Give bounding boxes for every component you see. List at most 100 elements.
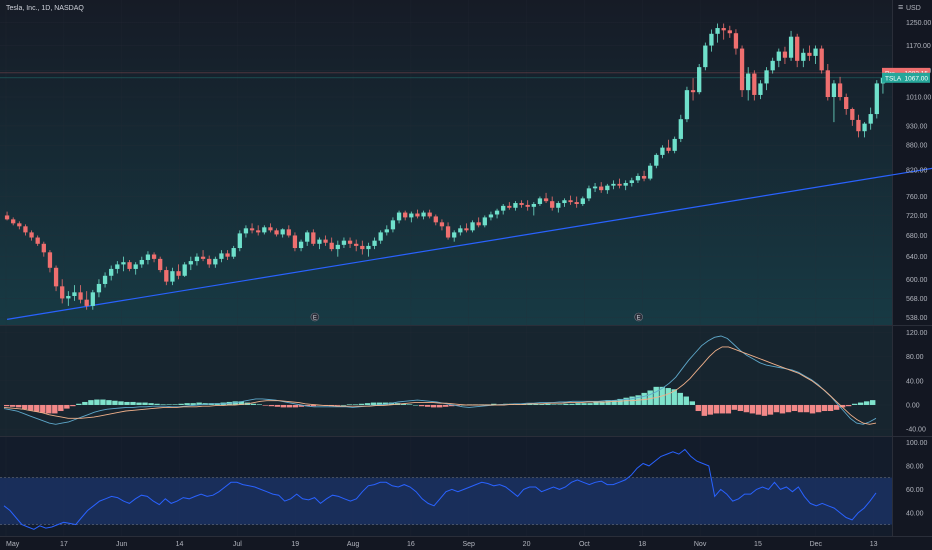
candle-body (17, 223, 22, 227)
candle-body (666, 147, 671, 151)
macd-histogram-bar (118, 401, 124, 405)
candle-body (164, 270, 169, 282)
candle-body (715, 28, 720, 34)
macd-histogram-bar (376, 402, 383, 405)
macd-histogram-bar (334, 404, 341, 406)
candle-body (494, 210, 500, 215)
time-tick-label: 19 (291, 541, 299, 548)
candle-body (654, 154, 659, 166)
candle-body (329, 242, 334, 250)
macd-histogram-bar (677, 392, 683, 405)
macd-histogram-bar (779, 404, 786, 414)
candle-body (200, 256, 206, 259)
candle-body (770, 60, 775, 71)
candle-body (586, 188, 592, 199)
macd-histogram-bar (719, 404, 726, 414)
candle-body (194, 256, 200, 262)
macd-histogram-bar (803, 404, 810, 413)
macd-histogram-bar (364, 403, 371, 405)
rsi-tick-label: 100.00 (906, 440, 928, 447)
macd-histogram-bar (449, 404, 455, 407)
macd-histogram-bar (10, 404, 16, 407)
macd-histogram-bar (34, 404, 40, 412)
candle-body (746, 73, 751, 91)
macd-histogram-bar (791, 404, 798, 412)
macd-histogram-bar (443, 404, 449, 407)
macd-histogram-bar (671, 389, 677, 405)
macd-histogram-bar (52, 404, 58, 414)
candle-body (341, 240, 347, 245)
time-tick-label: Jun (116, 541, 127, 548)
macd-histogram-bar (292, 404, 299, 408)
candle-body (286, 229, 291, 236)
macd-histogram-bar (665, 388, 671, 405)
candle-body (776, 51, 781, 61)
candle-body (825, 70, 830, 98)
candle-body (317, 239, 322, 244)
macd-histogram-bar (545, 403, 551, 405)
candle-body (831, 83, 837, 98)
candle-body (366, 245, 371, 250)
candle-body (311, 232, 316, 244)
candle-body (4, 215, 10, 220)
macd-histogram-bar (358, 403, 365, 405)
macd-histogram-bar (250, 403, 256, 405)
rsi-band (0, 477, 892, 525)
candle-body (170, 271, 175, 282)
macd-histogram-bar (491, 403, 497, 405)
menu-icon[interactable]: ≡ (898, 2, 903, 12)
candle-body (133, 264, 138, 269)
candle-body (225, 253, 230, 257)
macd-histogram-bar (388, 402, 395, 405)
price-tick-label: 538.00 (906, 315, 928, 322)
candle-body (378, 232, 383, 241)
macd-histogram-bar (863, 401, 870, 405)
candle-body (151, 254, 157, 259)
macd-histogram-bar (190, 403, 196, 405)
candle-body (433, 216, 438, 223)
price-label-value: 1067.00 (905, 75, 929, 82)
price-tick-label: 680.00 (906, 233, 928, 240)
candle-body (819, 48, 824, 71)
candle-body (464, 228, 469, 231)
macd-histogram-bar (527, 403, 533, 405)
candle-body (207, 258, 212, 265)
candle-body (727, 30, 732, 34)
macd-histogram-bar (16, 404, 22, 408)
candle-body (807, 52, 812, 56)
candle-body (439, 222, 445, 227)
candle-body (513, 203, 518, 208)
candle-body (403, 212, 408, 218)
candle-body (66, 295, 71, 299)
candle-body (292, 235, 298, 249)
candle-body (237, 233, 242, 249)
candle-body (697, 67, 702, 93)
candle-body (90, 292, 95, 306)
macd-signal-line (3, 346, 877, 425)
candle-body (335, 244, 340, 250)
candle-body (507, 205, 512, 208)
candle-body (35, 237, 40, 244)
rsi-line (3, 448, 877, 530)
macd-histogram-bar (130, 401, 136, 405)
candle-body (703, 45, 708, 68)
macd-histogram-bar (869, 400, 876, 405)
time-tick-label: 18 (638, 541, 646, 548)
time-tick-label: 14 (176, 541, 184, 548)
rsi-tick-label: 40.00 (906, 510, 924, 517)
macd-histogram-bar (839, 404, 846, 408)
price-label-box (882, 72, 930, 83)
candle-body (84, 299, 89, 306)
macd-histogram-bar (689, 401, 695, 405)
macd-histogram-bar (94, 399, 100, 405)
macd-histogram-bar (611, 400, 617, 405)
candle-body (648, 165, 653, 179)
candle-body (390, 220, 396, 230)
earnings-event-label: E (637, 315, 641, 321)
candle-body (562, 200, 567, 204)
candle-body (874, 83, 879, 115)
macd-histogram-bar (88, 400, 94, 405)
candle-body (182, 264, 187, 276)
candle-body (801, 52, 806, 61)
macd-histogram-bar (166, 404, 172, 405)
